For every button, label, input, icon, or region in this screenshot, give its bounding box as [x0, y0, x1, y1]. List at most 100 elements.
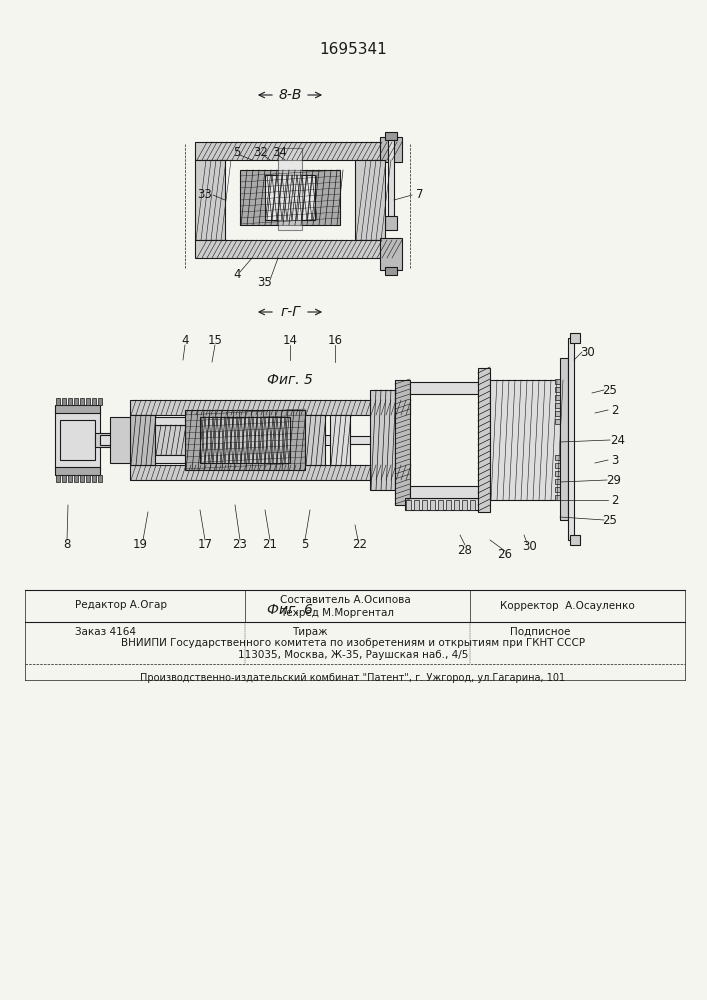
Bar [555, 419, 565, 424]
Bar [555, 455, 565, 460]
Bar [155, 417, 185, 425]
Bar [385, 216, 397, 230]
Bar [56, 398, 60, 405]
Bar [555, 495, 565, 500]
Text: Корректор  А.Осауленко: Корректор А.Осауленко [500, 601, 635, 611]
Bar [68, 475, 72, 482]
Bar [555, 387, 565, 392]
Bar [155, 425, 185, 455]
Text: 22: 22 [353, 538, 368, 552]
Bar [66, 469, 68, 473]
Bar [478, 500, 483, 510]
Text: 35: 35 [257, 276, 272, 290]
Text: 8: 8 [64, 538, 71, 552]
Bar [195, 240, 395, 258]
Text: 28: 28 [457, 544, 472, 556]
Text: 17: 17 [197, 538, 213, 552]
Bar [395, 380, 410, 505]
Bar [200, 417, 290, 463]
Bar [130, 400, 410, 415]
Text: Подписное: Подписное [510, 627, 571, 637]
Bar [555, 379, 565, 384]
Text: 5: 5 [301, 538, 309, 552]
Text: 5: 5 [233, 146, 240, 159]
Text: Производственно-издательский комбинат "Патент", г. Ужгород, ул.Гагарина, 101: Производственно-издательский комбинат "П… [141, 673, 566, 683]
Bar [462, 500, 467, 510]
Text: Техред М.Моргентал: Техред М.Моргентал [280, 608, 394, 618]
Bar [350, 436, 370, 444]
Bar [568, 338, 574, 540]
Text: 16: 16 [327, 334, 342, 347]
Text: 7: 7 [416, 188, 423, 202]
Text: Составитель А.Осипова: Составитель А.Осипова [280, 595, 411, 605]
Bar [380, 238, 402, 270]
Bar [570, 333, 580, 343]
Bar [57, 407, 59, 411]
Bar [555, 403, 565, 408]
Bar [86, 475, 90, 482]
Bar [560, 358, 568, 520]
Text: 8-B: 8-B [279, 88, 302, 102]
Bar [380, 137, 402, 162]
Bar [330, 415, 350, 465]
Text: Редактор А.Огар: Редактор А.Огар [75, 600, 167, 610]
Bar [555, 471, 565, 476]
Bar [195, 160, 225, 240]
Bar [555, 487, 565, 492]
Text: г-Г: г-Г [280, 305, 300, 319]
Bar [454, 500, 459, 510]
Text: 113035, Москва, Ж-35, Раушская наб., 4/5: 113035, Москва, Ж-35, Раушская наб., 4/5 [238, 650, 468, 660]
Bar [60, 469, 62, 473]
Bar [74, 398, 78, 405]
Bar [555, 395, 565, 400]
Text: 33: 33 [198, 188, 212, 202]
Text: ВНИИПИ Государственного комитета по изобретениям и открытиям при ГКНТ СССР: ВНИИПИ Государственного комитета по изоб… [121, 638, 585, 648]
Bar [68, 398, 72, 405]
Bar [92, 475, 96, 482]
Text: 32: 32 [254, 146, 269, 159]
Text: 29: 29 [607, 474, 621, 487]
Bar [410, 382, 490, 394]
Bar [470, 500, 475, 510]
Bar [130, 465, 410, 480]
Bar [98, 475, 102, 482]
Bar [98, 398, 102, 405]
Bar [155, 455, 185, 463]
Bar [490, 380, 560, 500]
Text: 2: 2 [612, 403, 619, 416]
Bar [406, 500, 411, 510]
Text: 14: 14 [283, 334, 298, 347]
Bar [63, 469, 65, 473]
Bar [422, 500, 427, 510]
Bar [185, 410, 305, 470]
Text: 30: 30 [580, 346, 595, 359]
Bar [195, 142, 395, 160]
Bar [370, 390, 395, 490]
Bar [110, 417, 130, 463]
Bar [414, 500, 419, 510]
Text: Фиг. 6: Фиг. 6 [267, 603, 313, 617]
Text: 21: 21 [262, 538, 278, 552]
Text: 15: 15 [208, 334, 223, 347]
Bar [55, 467, 100, 475]
Bar [438, 500, 443, 510]
Text: 19: 19 [132, 538, 148, 552]
Text: 26: 26 [498, 548, 513, 562]
Bar [130, 415, 155, 465]
Bar [62, 398, 66, 405]
Bar [388, 140, 394, 220]
Bar [63, 407, 65, 411]
Bar [405, 498, 485, 510]
Bar [478, 368, 490, 512]
Text: Фиг. 5: Фиг. 5 [267, 373, 313, 387]
Bar [385, 132, 397, 140]
Bar [74, 475, 78, 482]
Text: 3: 3 [612, 454, 619, 466]
Text: Заказ 4164: Заказ 4164 [75, 627, 136, 637]
Text: 23: 23 [233, 538, 247, 552]
Bar [555, 479, 565, 484]
Bar [410, 486, 490, 498]
Bar [55, 405, 100, 413]
Bar [278, 148, 302, 230]
Text: 1695341: 1695341 [319, 42, 387, 57]
